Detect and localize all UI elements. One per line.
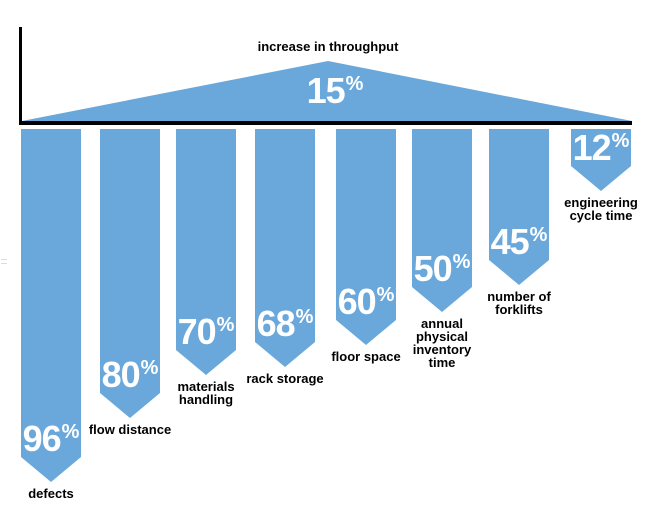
- arrow-tip: [571, 166, 631, 191]
- arrow-shaft: 60%: [336, 129, 396, 320]
- percent-sign: %: [529, 224, 548, 246]
- percent-sign: %: [216, 314, 235, 336]
- down-arrow-rack-storage: 68% rack storage: [246, 129, 324, 385]
- arrow-label-line: annual: [421, 316, 463, 331]
- arrow-shaft: 70%: [176, 129, 236, 350]
- arrow-label-line: forklifts: [495, 302, 543, 317]
- arrow-label-line: number of: [487, 289, 551, 304]
- arrow-value-number: 12: [572, 127, 612, 168]
- increase-value-number: 15: [306, 70, 346, 111]
- arrow-value-number: 70: [177, 311, 217, 352]
- down-arrow-defects: 96% defects: [21, 129, 81, 500]
- arrow-shaft: 50%: [412, 129, 472, 287]
- arrow-value-number: 96: [22, 418, 62, 459]
- arrow-label: engineering cycle time: [564, 196, 638, 222]
- arrow-tip: [100, 393, 160, 418]
- arrow-value-number: 45: [490, 221, 530, 262]
- arrow-value-number: 68: [256, 303, 296, 344]
- increase-triangle-shape: [22, 61, 632, 121]
- arrow-tip: [176, 350, 236, 375]
- arrow-value: 45%: [489, 224, 549, 260]
- down-arrow-number-of-forklifts: 45% number of forklifts: [487, 129, 551, 316]
- down-arrow-materials-handling: 70% materials handling: [176, 129, 236, 406]
- arrow-label: flow distance: [89, 423, 171, 436]
- arrow-value-number: 60: [337, 281, 377, 322]
- arrow-shaft: 12%: [571, 129, 631, 166]
- arrow-label-line: floor space: [331, 349, 401, 364]
- arrow-value: 60%: [336, 284, 396, 320]
- stray-mark: [1, 256, 8, 267]
- arrow-tip: [489, 260, 549, 285]
- arrow-label-line: defects: [28, 486, 74, 501]
- increase-throughput-value: 15%: [297, 73, 373, 109]
- down-arrow-annual-physical-inventory-time: 50% annual physical inventory time: [412, 129, 472, 369]
- down-arrow-flow-distance: 80% flow distance: [89, 129, 171, 436]
- arrow-label: materials handling: [177, 380, 234, 406]
- arrow-value: 96%: [21, 421, 81, 457]
- percent-sign: %: [140, 357, 159, 379]
- percent-sign: %: [295, 306, 314, 328]
- arrow-label: number of forklifts: [487, 290, 551, 316]
- arrow-label: rack storage: [246, 372, 323, 385]
- arrow-shaft: 96%: [21, 129, 81, 457]
- arrow-label-line: materials: [177, 379, 235, 394]
- arrow-value: 70%: [176, 314, 236, 350]
- arrow-shaft: 80%: [100, 129, 160, 393]
- arrow-value: 50%: [412, 251, 472, 287]
- percent-sign: %: [452, 251, 471, 273]
- arrow-shaft: 45%: [489, 129, 549, 260]
- percent-sign: %: [611, 130, 630, 152]
- arrow-value: 68%: [255, 306, 315, 342]
- arrow-label-line: rack storage: [246, 371, 324, 386]
- increase-throughput-label: increase in throughput: [257, 39, 399, 54]
- down-arrow-floor-space: 60% floor space: [331, 129, 401, 363]
- arrow-label: floor space: [331, 350, 400, 363]
- arrow-label-line: engineering: [564, 195, 638, 210]
- y-axis-line: [19, 27, 22, 125]
- arrow-label-line: inventory: [412, 342, 472, 357]
- arrow-label: annual physical inventory time: [413, 317, 472, 369]
- arrow-value-number: 50: [413, 248, 453, 289]
- stray-mark-line: [1, 263, 7, 264]
- arrow-tip: [412, 287, 472, 312]
- percent-sign: %: [345, 73, 364, 95]
- arrow-value: 12%: [571, 130, 631, 166]
- arrow-label: defects: [28, 487, 74, 500]
- percent-sign: %: [376, 284, 395, 306]
- arrow-shaft: 68%: [255, 129, 315, 342]
- arrow-value: 80%: [100, 357, 160, 393]
- arrow-label-line: physical: [415, 329, 469, 344]
- arrow-tip: [21, 457, 81, 482]
- arrow-label-line: cycle time: [569, 208, 633, 223]
- arrow-tip: [336, 320, 396, 345]
- arrow-value-number: 80: [101, 354, 141, 395]
- x-axis-line: [19, 121, 632, 125]
- stray-mark-line: [1, 259, 7, 260]
- arrow-label-line: time: [428, 355, 456, 370]
- arrow-label-line: handling: [178, 392, 234, 407]
- arrow-label-line: flow distance: [88, 422, 172, 437]
- arrow-tip: [255, 342, 315, 367]
- down-arrow-engineering-cycle-time: 12% engineering cycle time: [564, 129, 638, 222]
- percent-sign: %: [61, 421, 80, 443]
